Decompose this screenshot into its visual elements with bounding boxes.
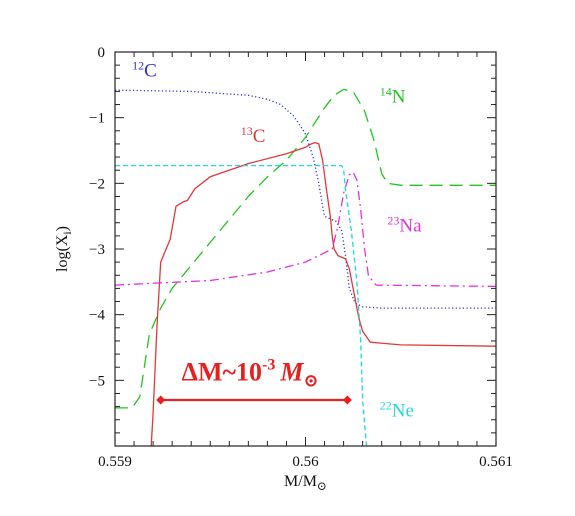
x-tick-label: 0.559	[98, 454, 132, 470]
series-line-14n	[115, 88, 496, 409]
x-tick-label: 0.56	[292, 454, 319, 470]
series-label-22ne: 22Ne	[380, 398, 414, 421]
delta-m-label: ΔM~10-3 M⊙	[182, 356, 319, 390]
series-label-14n: 14N	[380, 85, 406, 108]
y-tick-label: −2	[89, 176, 105, 192]
delta-m-arrow-end	[156, 395, 166, 405]
y-tick-label: −1	[89, 111, 105, 127]
series-line-13c	[150, 141, 496, 446]
y-tick-label: −5	[89, 373, 105, 389]
series-label-13c: 13C	[241, 124, 266, 147]
delta-m-arrow-end	[342, 395, 352, 405]
series-label-23na: 23Na	[387, 213, 422, 236]
series-line-22ne	[115, 164, 368, 446]
series-layer	[115, 88, 496, 446]
y-axis-title: log(Xi)	[54, 226, 74, 272]
axis-ticks: 0.559 0.56 0.561 0 −1 −2 −3 −4 −5	[89, 45, 513, 470]
y-tick-label: −3	[89, 242, 105, 258]
series-labels: 12C 14N 13C 23Na 22Ne	[132, 58, 422, 421]
x-axis-title: M/M⊙	[284, 473, 327, 493]
delta-m-annotation: ΔM~10-3 M⊙	[156, 356, 352, 405]
series-line-12c	[115, 89, 496, 309]
series-label-12c: 12C	[132, 58, 157, 81]
y-tick-label: −4	[89, 308, 105, 324]
series-line-23na	[115, 171, 496, 288]
y-tick-label: 0	[98, 45, 106, 61]
x-tick-label: 0.561	[479, 454, 513, 470]
